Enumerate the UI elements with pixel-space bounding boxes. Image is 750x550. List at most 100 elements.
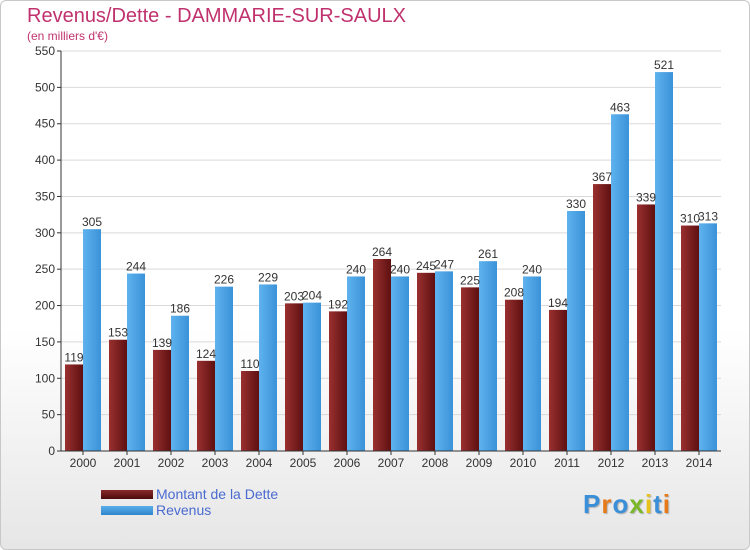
bar-dette (593, 184, 611, 451)
data-label-revenus: 240 (346, 262, 366, 276)
y-tick-label: 200 (35, 299, 55, 313)
x-tick-label: 2010 (510, 456, 537, 470)
x-axis-ticks: 2000 2001 2002 2003 2004 2005 2006 2007 2008 2009… (70, 451, 713, 470)
data-label-dette: 245 (416, 259, 436, 273)
bar-revenus (303, 302, 321, 451)
data-label-revenus: 240 (390, 262, 410, 276)
data-label-revenus: 305 (82, 215, 102, 229)
x-tick-label: 2013 (642, 456, 669, 470)
data-label-dette: 264 (372, 245, 392, 259)
data-label-revenus: 186 (170, 302, 190, 316)
y-tick-label: 50 (42, 408, 56, 422)
data-label-revenus: 313 (698, 209, 718, 223)
bar-revenus (83, 229, 101, 451)
bar-dette (681, 225, 699, 451)
data-label-revenus: 204 (302, 289, 322, 303)
x-tick-label: 2007 (378, 456, 405, 470)
data-label-dette: 192 (328, 297, 348, 311)
data-label-revenus: 330 (566, 197, 586, 211)
data-label-dette: 339 (636, 190, 656, 204)
data-label-dette: 153 (108, 326, 128, 340)
y-tick-label: 400 (35, 153, 55, 167)
y-tick-label: 450 (35, 117, 55, 131)
x-tick-label: 2012 (598, 456, 625, 470)
bar-dette (461, 287, 479, 451)
bar-dette (373, 259, 391, 451)
bar-revenus (171, 315, 189, 451)
bar-revenus (347, 276, 365, 451)
logo-letter: t (653, 489, 663, 519)
x-tick-label: 2001 (114, 456, 141, 470)
x-tick-label: 2009 (466, 456, 493, 470)
bar-revenus (215, 286, 233, 451)
logo-letter: P (583, 489, 602, 519)
chart-subtitle: (en milliers d'€) (27, 29, 108, 43)
bar-revenus (127, 273, 145, 451)
bar-dette (65, 364, 83, 451)
bar-revenus (655, 72, 673, 451)
x-tick-label: 2004 (246, 456, 273, 470)
data-label-revenus: 247 (434, 257, 454, 271)
data-label-dette: 203 (284, 289, 304, 303)
data-label-revenus: 226 (214, 273, 234, 287)
x-tick-label: 2006 (334, 456, 361, 470)
y-tick-label: 350 (35, 189, 55, 203)
legend-label-revenus: Revenus (156, 502, 212, 518)
data-label-revenus: 521 (654, 58, 674, 72)
logo-letter: i (662, 489, 671, 519)
bars-layer (65, 72, 717, 451)
data-label-dette: 139 (152, 336, 172, 350)
logo-letter: r (601, 489, 613, 519)
data-label-revenus: 229 (258, 270, 278, 284)
y-tick-label: 250 (35, 262, 55, 276)
data-label-revenus: 240 (522, 262, 542, 276)
legend-label-dette: Montant de la Dette (156, 486, 279, 502)
data-label-dette: 310 (680, 212, 700, 226)
bar-revenus (699, 223, 717, 451)
chart-title: Revenus/Dette - DAMMARIE-SUR-SAULX (27, 5, 406, 27)
axes-layer (60, 51, 721, 452)
data-label-revenus: 261 (478, 247, 498, 261)
y-axis-ticks: 0 50 100 150 200 250 300 350 400 450 500 550 (35, 44, 61, 458)
logo-letter: i (644, 489, 654, 519)
bar-revenus (391, 276, 409, 451)
bar-revenus (479, 261, 497, 451)
x-tick-label: 2011 (554, 456, 580, 470)
data-label-dette: 124 (196, 347, 216, 361)
y-tick-label: 550 (35, 44, 55, 58)
proxiti-logo: Proxiti (583, 489, 671, 520)
y-tick-label: 300 (35, 226, 55, 240)
y-tick-label: 0 (48, 444, 55, 458)
logo-letter: o (612, 489, 630, 519)
bar-dette (549, 309, 567, 451)
data-label-revenus: 463 (610, 100, 630, 114)
bar-dette (505, 299, 523, 451)
bar-dette (285, 303, 303, 451)
bar-dette (637, 204, 655, 451)
bar-revenus (567, 211, 585, 451)
bar-revenus (435, 271, 453, 451)
data-label-dette: 194 (548, 296, 568, 310)
y-tick-label: 100 (35, 371, 55, 385)
data-label-dette: 367 (592, 170, 612, 184)
bar-dette (241, 371, 259, 451)
legend-swatch-revenus (101, 506, 153, 515)
bar-revenus (259, 284, 277, 451)
x-tick-label: 2014 (686, 456, 713, 470)
bar-revenus (523, 276, 541, 451)
data-label-dette: 110 (240, 357, 259, 371)
y-tick-label: 150 (35, 335, 55, 349)
x-tick-label: 2005 (290, 456, 317, 470)
bar-dette (153, 349, 171, 451)
bar-dette (417, 272, 435, 451)
data-label-dette: 225 (460, 273, 480, 287)
data-label-dette: 119 (64, 350, 83, 364)
x-tick-label: 2008 (422, 456, 449, 470)
x-tick-label: 2002 (158, 456, 185, 470)
bar-dette (329, 311, 347, 451)
y-tick-label: 500 (35, 80, 55, 94)
legend-swatch-dette (101, 490, 153, 499)
